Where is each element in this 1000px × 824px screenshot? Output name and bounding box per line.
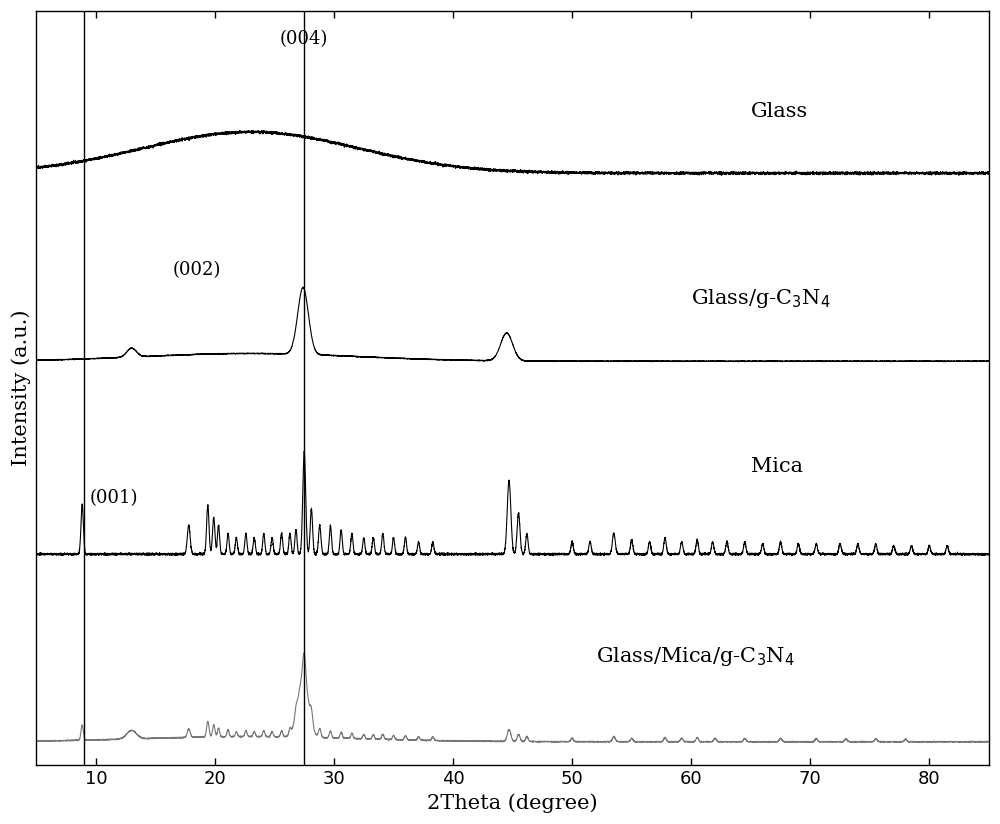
Y-axis label: Intensity (a.u.): Intensity (a.u.): [11, 310, 31, 466]
Text: Glass/g-C$_3$N$_4$: Glass/g-C$_3$N$_4$: [691, 287, 831, 310]
Text: (002): (002): [173, 261, 221, 279]
Text: Mica: Mica: [751, 456, 803, 475]
X-axis label: 2Theta (degree): 2Theta (degree): [427, 794, 598, 813]
Text: (004): (004): [280, 30, 328, 48]
Text: Glass/Mica/g-C$_3$N$_4$: Glass/Mica/g-C$_3$N$_4$: [596, 645, 795, 668]
Text: Glass: Glass: [751, 102, 808, 121]
Text: (001): (001): [90, 489, 138, 507]
